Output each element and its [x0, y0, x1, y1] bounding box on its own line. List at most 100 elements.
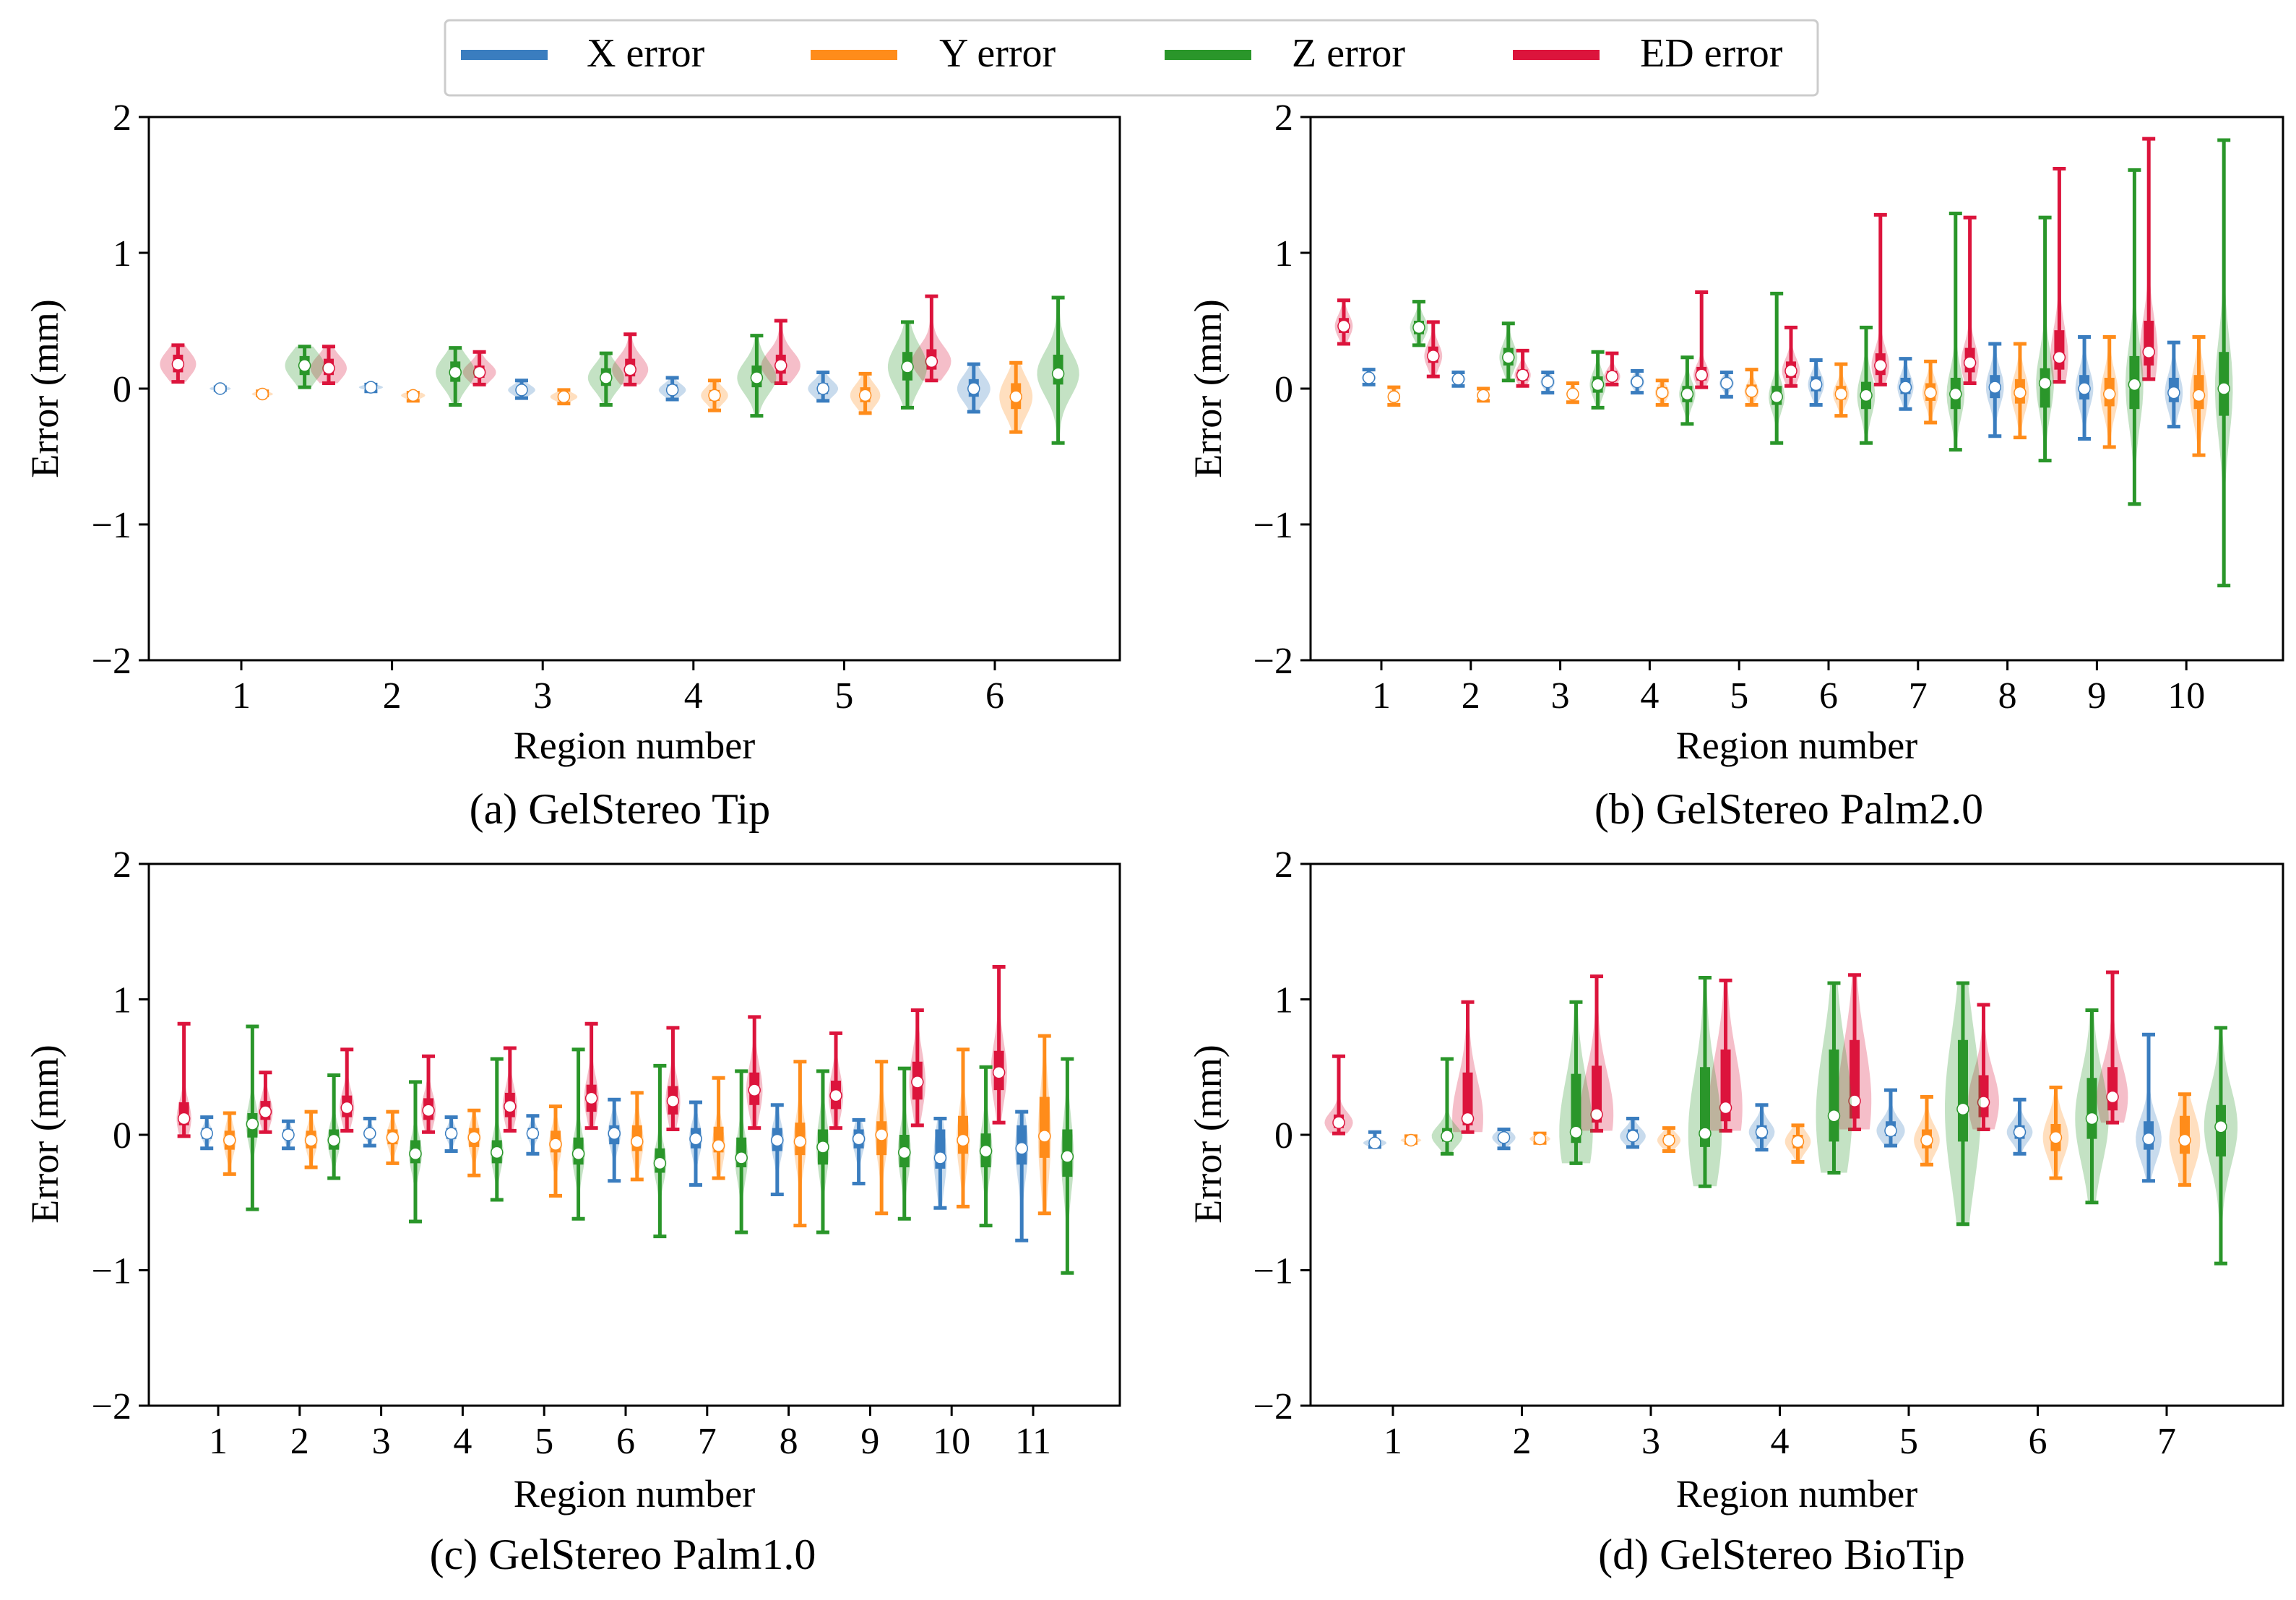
violin-median — [957, 1133, 970, 1147]
violin-z-region-7 — [2204, 1026, 2238, 1266]
violin-iqr — [2086, 1078, 2097, 1139]
violin-y-region-10 — [956, 1047, 970, 1208]
violin-median — [600, 371, 613, 384]
violin-y-region-5 — [1744, 368, 1759, 407]
violin-median — [1956, 1102, 1969, 1116]
violin-median — [1899, 381, 1912, 394]
violin-x-region-1 — [1363, 1130, 1387, 1149]
violin-median — [2167, 386, 2180, 399]
violin-ed-region-5 — [1693, 290, 1710, 389]
violin-z-region-6 — [2075, 1008, 2109, 1205]
violin-z-region-5 — [1945, 981, 1981, 1227]
violin-median — [327, 1133, 340, 1147]
violin-median — [1860, 389, 1873, 402]
xtick-label: 5 — [834, 675, 853, 717]
violin-median — [171, 358, 185, 371]
violin-median — [1884, 1124, 1897, 1138]
legend-entry-x: X error — [461, 31, 705, 76]
panel-a: −2 −1 0 1 2 1 2 3 4 5 6 Error (mm) Region number (… — [23, 98, 1121, 833]
violin-median — [1605, 370, 1619, 383]
xtick-label: 9 — [860, 1421, 879, 1462]
violin-median — [2142, 345, 2155, 358]
violin-z-region-10 — [979, 1065, 993, 1228]
violin-z-region-5 — [1769, 291, 1785, 445]
violin-z-region-10 — [2214, 138, 2233, 588]
violin-z-region-2 — [327, 1073, 341, 1180]
violin-y-region-5 — [1914, 1095, 1940, 1167]
violin-median — [1533, 1132, 1547, 1146]
violin-median — [1662, 1133, 1675, 1147]
violin-median — [504, 1099, 517, 1113]
violin-median — [829, 1089, 842, 1102]
violin-y-region-2 — [401, 389, 426, 403]
violin-median — [449, 366, 462, 379]
violin-median — [793, 1135, 807, 1149]
violin-x-region-7 — [2136, 1032, 2162, 1183]
violin-median — [898, 1146, 911, 1159]
violin-y-region-2 — [1477, 386, 1490, 403]
panel-a-title: (a) GelStereo Tip — [470, 785, 771, 833]
xtick-label: 6 — [1819, 675, 1838, 717]
violin-ed-region-6 — [912, 294, 951, 383]
violin-ed-region-6 — [1968, 1003, 1999, 1131]
violin-median — [2038, 376, 2052, 390]
violin-y-region-3 — [1566, 381, 1579, 405]
violin-median — [1477, 389, 1490, 402]
legend-label-ed: ED error — [1640, 31, 1783, 76]
violin-ed-region-1 — [160, 343, 197, 384]
violin-median — [2128, 378, 2141, 392]
violin-median — [858, 389, 872, 402]
xtick-label: 7 — [2157, 1421, 2176, 1462]
violin-x-region-4 — [658, 376, 686, 402]
xtick-label: 11 — [1015, 1421, 1051, 1462]
panel-c-ylabel: Error (mm) — [23, 1045, 66, 1223]
violin-x-region-4 — [1630, 369, 1644, 395]
xtick-label: 5 — [1899, 1421, 1918, 1462]
violin-median — [2049, 1131, 2063, 1144]
violin-median — [1566, 387, 1579, 401]
violin-median — [571, 1147, 585, 1160]
violin-z-region-7 — [1946, 211, 1965, 452]
violin-z-region-3 — [1589, 350, 1606, 410]
violin-ed-region-2 — [258, 1071, 273, 1134]
violin-z-region-2 — [1499, 321, 1518, 383]
violin-y-region-2 — [1529, 1131, 1550, 1146]
violin-median — [653, 1156, 667, 1170]
legend: X error Y error Z error ED error — [444, 19, 1819, 97]
violin-z-region-11 — [1061, 1057, 1074, 1275]
violin-x-region-3 — [1540, 370, 1555, 395]
violin-z-region-4 — [1816, 981, 1852, 1175]
violin-median — [444, 1127, 458, 1140]
violin-ed-region-1 — [1334, 298, 1353, 346]
violin-y-region-4 — [701, 379, 728, 412]
violin-iqr — [1592, 1065, 1602, 1123]
panel-d-ylabel: Error (mm) — [1186, 1045, 1230, 1223]
legend-label-x: X error — [587, 31, 705, 76]
violin-z-region-4 — [737, 334, 777, 418]
violin-iqr — [1699, 1067, 1710, 1147]
violin-iqr — [1571, 1073, 1581, 1143]
violin-z-region-3 — [408, 1080, 422, 1224]
xtick-label: 10 — [933, 1421, 970, 1462]
violin-y-region-4 — [1784, 1123, 1811, 1164]
violin-median — [1631, 375, 1644, 389]
violin-median — [665, 384, 679, 397]
violin-median — [549, 1138, 562, 1151]
panel-b-frame — [1309, 116, 2284, 662]
violin-ed-region-2 — [311, 345, 347, 385]
violin-median — [2178, 1133, 2191, 1147]
violin-y-region-1 — [223, 1111, 236, 1176]
xtick-label: 8 — [780, 1421, 798, 1462]
violin-median — [364, 381, 378, 394]
violin-z-region-2 — [436, 346, 475, 407]
violin-median — [1626, 1130, 1639, 1143]
violin-x-region-2 — [358, 381, 384, 394]
xtick-label: 6 — [985, 675, 1004, 717]
xtick-label: 2 — [1513, 1421, 1532, 1462]
violin-y-region-9 — [2100, 335, 2119, 449]
panel-d-title: (d) GelStereo BioTip — [1598, 1531, 1965, 1578]
violin-median — [1427, 350, 1440, 363]
violin-ed-region-6 — [584, 1021, 599, 1130]
panel-c-plot: −2 −1 0 1 2 1 2 3 4 5 6 7 8 9 10 11 — [92, 844, 1074, 1462]
